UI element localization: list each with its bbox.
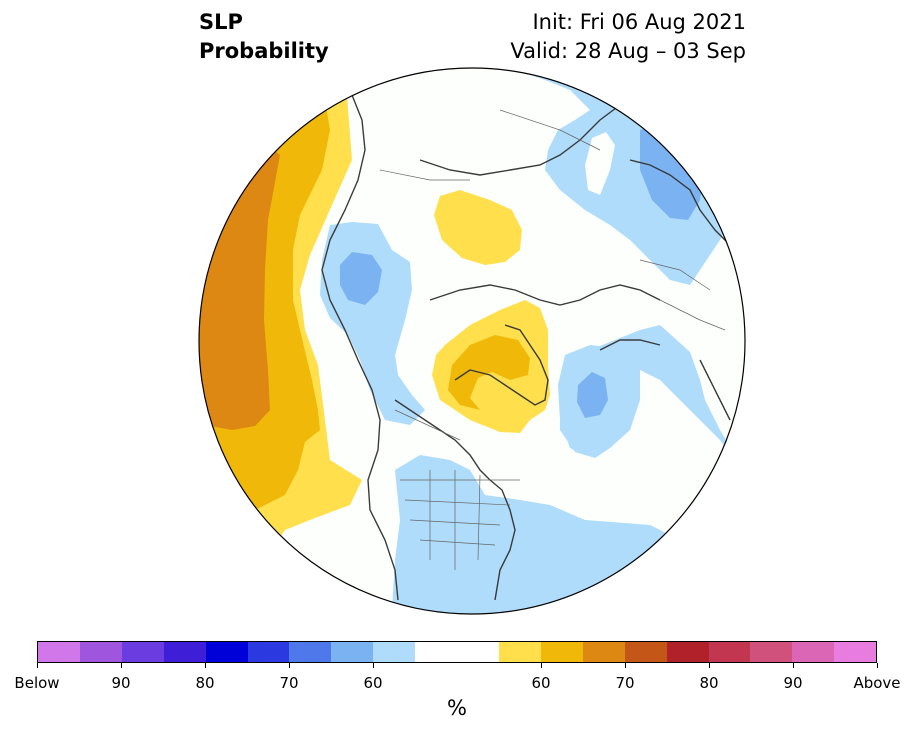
map-title: SLP Probability bbox=[199, 8, 329, 66]
colorbar-tick bbox=[876, 663, 878, 668]
colorbar-segment bbox=[163, 642, 206, 662]
colorbar-tick-label: Above bbox=[853, 674, 901, 692]
westcoast-below-60 bbox=[340, 252, 382, 305]
colorbar-segment bbox=[457, 642, 499, 662]
probability-fields bbox=[199, 68, 745, 614]
colorbar-tick-label: 60 bbox=[531, 674, 551, 692]
colorbar-segment bbox=[708, 642, 751, 662]
colorbar-tick bbox=[372, 663, 374, 668]
coastlines bbox=[321, 89, 731, 601]
colorbar-segment bbox=[750, 642, 793, 662]
colorbar-segment bbox=[247, 642, 290, 662]
colorbar-tick bbox=[540, 663, 542, 668]
colorbar-ticks bbox=[36, 663, 878, 669]
colorbar-segment bbox=[666, 642, 709, 662]
siberia-above-60 bbox=[434, 190, 522, 265]
colorbar-tick bbox=[792, 663, 794, 668]
colorbar-tick bbox=[708, 663, 710, 668]
globe-outline bbox=[198, 67, 746, 615]
colorbar-segment bbox=[121, 642, 164, 662]
colorbar-segment bbox=[79, 642, 122, 662]
colorbar-tick bbox=[120, 663, 122, 668]
colorbar-tick-label: Below bbox=[14, 674, 60, 692]
north-atlantic-below-60 bbox=[577, 372, 608, 418]
colorbar-segment bbox=[415, 642, 458, 662]
colorbar-tick-label: 80 bbox=[195, 674, 215, 692]
init-date: Init: Fri 06 Aug 2021 bbox=[532, 10, 746, 34]
colorbar-segment bbox=[289, 642, 332, 662]
colorbar-tick-label: 70 bbox=[615, 674, 635, 692]
colorbar-tick-label: 90 bbox=[111, 674, 131, 692]
title-line-1: SLP bbox=[199, 10, 243, 34]
colorbar-segment bbox=[582, 642, 625, 662]
colorbar-segment bbox=[624, 642, 667, 662]
colorbar-tick bbox=[36, 663, 38, 668]
colorbar-tick bbox=[204, 663, 206, 668]
valid-range: Valid: 28 Aug – 03 Sep bbox=[510, 39, 746, 63]
colorbar-segment bbox=[540, 642, 583, 662]
colorbar-tick bbox=[624, 663, 626, 668]
colorbar-segment bbox=[205, 642, 248, 662]
colorbar-segment bbox=[373, 642, 416, 662]
colorbar-unit-label: % bbox=[447, 696, 467, 720]
title-line-2: Probability bbox=[199, 39, 329, 63]
borders bbox=[379, 109, 726, 570]
kara-gap bbox=[585, 132, 615, 195]
init-valid-info: Init: Fri 06 Aug 2021 Valid: 28 Aug – 03… bbox=[510, 8, 746, 66]
colorbar bbox=[37, 641, 877, 663]
arctic-above-65 bbox=[448, 335, 530, 410]
colorbar-tick-label: 70 bbox=[279, 674, 299, 692]
colorbar-tick bbox=[288, 663, 290, 668]
polar-map-svg bbox=[198, 67, 746, 615]
colorbar-segment bbox=[792, 642, 835, 662]
colorbar-segment bbox=[38, 642, 80, 662]
polar-map bbox=[198, 67, 746, 615]
colorbar-segment bbox=[834, 642, 877, 662]
colorbar-tick-label: 80 bbox=[699, 674, 719, 692]
colorbar-segment bbox=[498, 642, 541, 662]
colorbar-tick-label: 90 bbox=[783, 674, 803, 692]
colorbar-segment bbox=[331, 642, 374, 662]
colorbar-tick-label: 60 bbox=[363, 674, 383, 692]
